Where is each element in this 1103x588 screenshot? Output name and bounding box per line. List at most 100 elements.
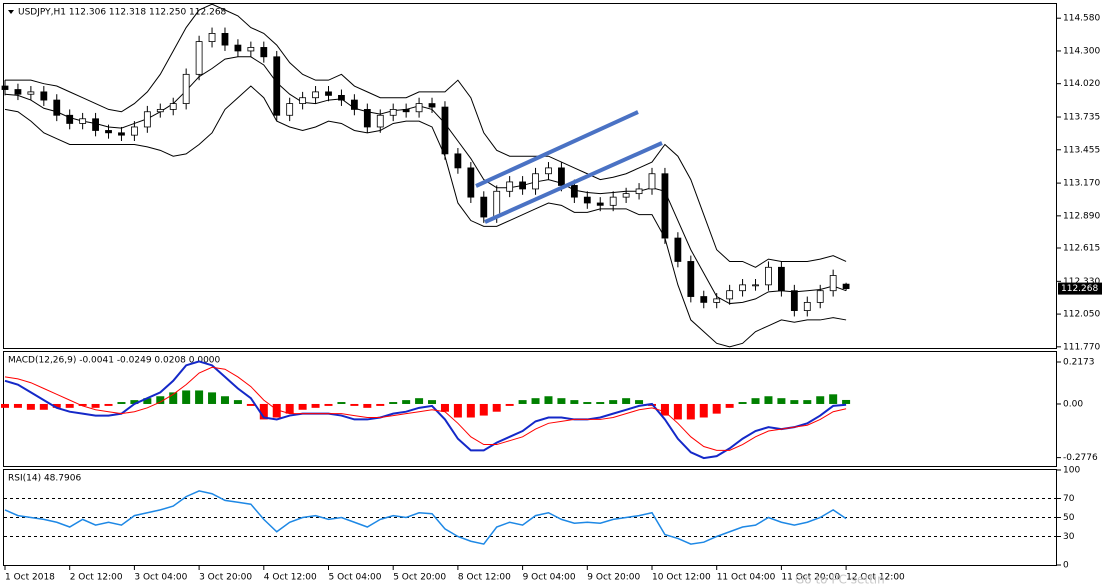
histogram-bar (311, 403, 320, 408)
histogram-bar (596, 402, 605, 404)
x-tick-label: 9 Oct 20:00 (587, 573, 640, 583)
histogram-bar (39, 403, 48, 410)
candle-body (195, 41, 203, 75)
candle-body (428, 103, 436, 108)
histogram-bar (751, 398, 760, 404)
histogram-bar (660, 403, 669, 416)
histogram-bar (725, 403, 734, 408)
histogram-bar (777, 398, 786, 404)
y-tick-label: 113.735 (1063, 113, 1100, 123)
candle-body (376, 114, 384, 128)
histogram-bar (544, 396, 553, 404)
candle-body (27, 91, 35, 95)
candle-body (325, 91, 332, 96)
histogram-bar (13, 403, 22, 408)
y-tick-label: 113.170 (1063, 179, 1100, 189)
histogram-bar (428, 400, 437, 404)
histogram-bar (52, 403, 61, 408)
histogram-bar (389, 402, 398, 404)
histogram-bar (635, 400, 644, 404)
histogram-bar (699, 403, 708, 418)
candle-body (130, 126, 138, 136)
macd-title: MACD(12,26,9) -0.0041 -0.0249 0.0208 0.0… (8, 356, 221, 366)
price-panel (3, 3, 1057, 349)
histogram-bar (298, 403, 307, 410)
histogram-bar (415, 398, 424, 404)
histogram-bar (402, 400, 411, 404)
candle-body (648, 173, 656, 190)
chart-title: USDJPY,H1 112.306 112.318 112.250 112.26… (18, 8, 227, 18)
y-tick-label: 112.330 (1063, 277, 1100, 287)
histogram-bar (764, 396, 773, 404)
histogram-bar (65, 403, 74, 408)
trend-line (484, 141, 663, 224)
candle-body (558, 167, 565, 186)
candle-body (182, 73, 190, 104)
candle-body (506, 181, 514, 192)
candle-body (635, 188, 643, 195)
y-tick-label: 112.615 (1063, 244, 1100, 254)
histogram-bar (376, 403, 385, 406)
histogram-bar (829, 394, 838, 404)
histogram-bar (1, 403, 9, 408)
y-tick-label: 111.770 (1063, 342, 1100, 352)
candle-body (415, 103, 423, 113)
candle-body (713, 298, 721, 303)
histogram-bar (479, 403, 488, 416)
y-tick-label: 114.020 (1063, 79, 1100, 89)
histogram-bar (182, 390, 191, 404)
histogram-bar (233, 400, 242, 404)
x-tick-label: 3 Oct 04:00 (134, 573, 187, 583)
candle-body (312, 91, 319, 99)
x-tick-label: 9 Oct 04:00 (523, 573, 576, 583)
histogram-bar (492, 403, 501, 412)
y-tick-label: 114.580 (1063, 14, 1100, 24)
macd-panel (3, 351, 1057, 467)
histogram-bar (143, 398, 152, 404)
candle-body (105, 130, 112, 134)
candle-body (700, 296, 708, 303)
x-tick-label: 11 Oct 04:00 (717, 573, 776, 583)
candle-body (609, 196, 617, 206)
histogram-bar (337, 402, 346, 404)
candle-body (532, 173, 539, 190)
y-tick-label: 112.890 (1063, 211, 1100, 221)
candle-body (118, 132, 125, 136)
histogram-bar (130, 400, 139, 404)
histogram-bar (324, 403, 333, 406)
candle-body (441, 106, 449, 155)
histogram-bar (842, 399, 851, 404)
histogram-bar (609, 400, 618, 404)
x-tick-label: 5 Oct 20:00 (393, 573, 446, 583)
candle-body (169, 103, 177, 110)
histogram-bar (26, 403, 35, 410)
candle-body (816, 290, 824, 303)
candle-body (687, 261, 695, 297)
candle-body (842, 283, 850, 289)
candle-body (739, 284, 746, 292)
histogram-bar (816, 396, 825, 404)
candle-body (726, 290, 734, 300)
candle-body (661, 173, 669, 239)
candle-body (1, 85, 9, 90)
candle-body (583, 196, 591, 204)
candle-body (467, 167, 475, 198)
histogram-bar (156, 396, 165, 404)
candle-body (156, 109, 164, 113)
candle-body (674, 237, 682, 262)
histogram-bar (686, 403, 695, 420)
candle-body (596, 202, 604, 206)
candle-body (519, 181, 526, 190)
histogram-bar (350, 403, 359, 406)
line (4, 360, 847, 460)
candle-body (208, 33, 216, 42)
x-tick-label: 11 Oct 20:00 (781, 573, 840, 583)
candle-body (350, 99, 358, 110)
menu-arrow[interactable] (8, 10, 14, 14)
histogram-bar (195, 390, 204, 404)
histogram-bar (104, 403, 113, 406)
candle-body (338, 94, 345, 101)
y-tick-label: 50 (1063, 513, 1075, 523)
candle-body (273, 56, 281, 116)
candle-body (622, 193, 630, 198)
